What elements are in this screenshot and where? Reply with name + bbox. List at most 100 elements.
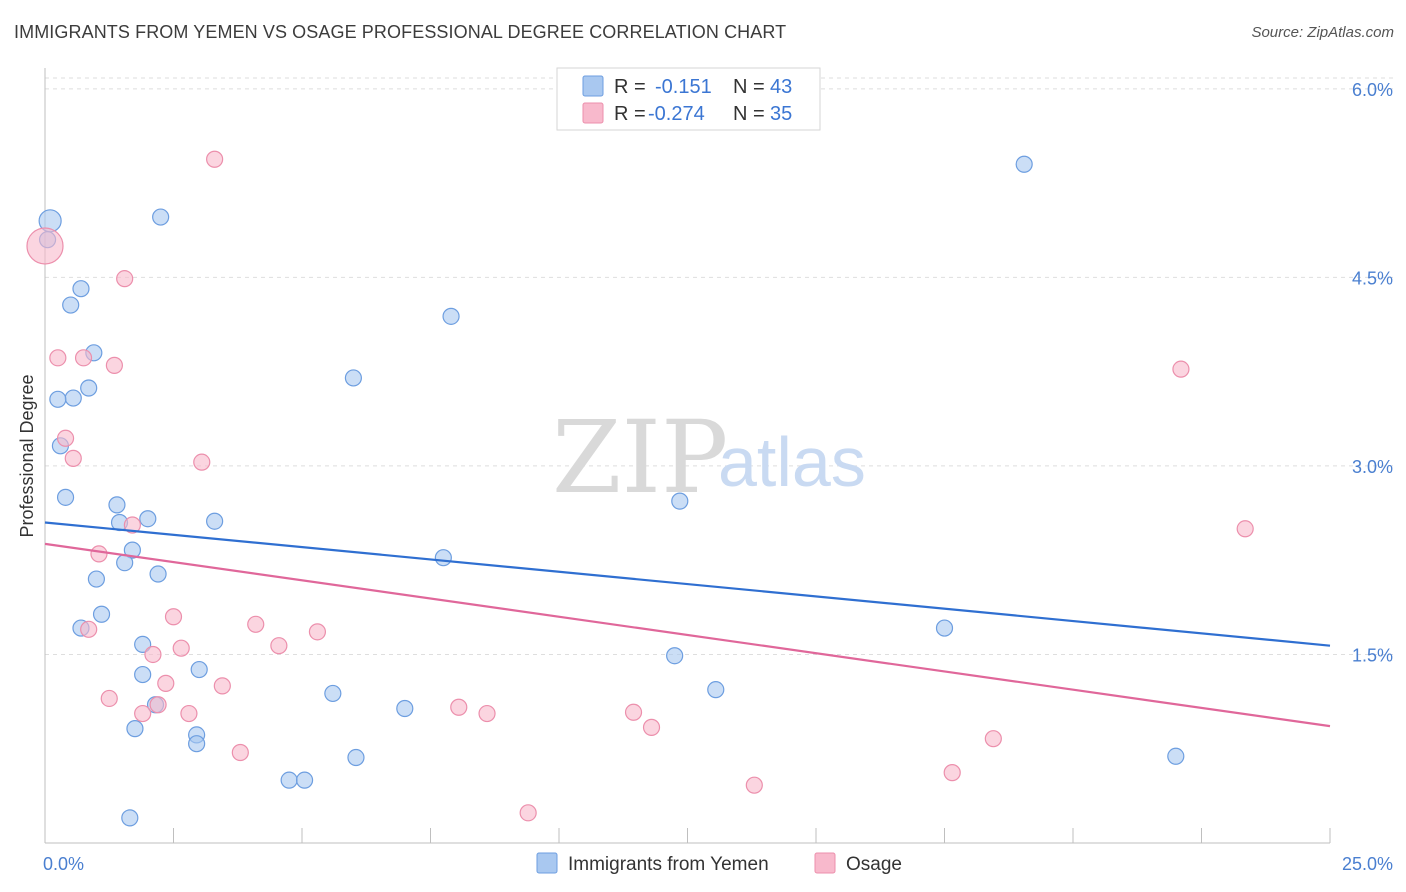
osage-point — [64, 449, 82, 467]
osage-point — [164, 608, 183, 626]
yemen-point — [92, 605, 111, 623]
yemen-point — [134, 665, 152, 684]
yemen-point — [72, 280, 90, 298]
yemen-point — [666, 647, 684, 665]
osage-point — [270, 637, 288, 655]
stats-r-value-yemen: -0.151 — [655, 76, 712, 98]
yemen-point — [64, 389, 82, 407]
osage-point — [984, 730, 1002, 748]
watermark-zip: ZIP — [552, 399, 728, 516]
osage-point — [745, 776, 763, 794]
yemen-point — [295, 771, 314, 789]
osage-point — [172, 639, 190, 657]
osage-point — [157, 674, 175, 692]
yemen-point — [190, 660, 208, 679]
osage-point — [642, 718, 661, 736]
osage-point — [49, 349, 67, 367]
osage-point — [450, 698, 468, 716]
y-axis-label: Professional Degree — [17, 374, 37, 537]
osage-point — [1236, 520, 1254, 538]
yemen-point — [347, 748, 365, 767]
yemen-point — [152, 208, 170, 226]
osage-point — [231, 743, 249, 762]
osage-point — [134, 704, 152, 723]
yemen-trend-line — [44, 521, 1331, 647]
yemen-point — [671, 492, 689, 510]
osage-point — [1172, 360, 1190, 378]
yemen-point — [56, 488, 75, 506]
yemen-point — [123, 541, 141, 559]
x-tick-label: 0.0% — [43, 854, 84, 874]
yemen-point — [280, 771, 298, 789]
osage-point — [144, 645, 162, 664]
x-tick-label: 25.0% — [1342, 854, 1393, 874]
stats-n-label-osage: N = — [733, 103, 765, 125]
y-tick-label: 4.5% — [1352, 268, 1393, 288]
y-tick-label: 1.5% — [1352, 645, 1393, 665]
yemen-point — [442, 307, 460, 325]
yemen-point — [206, 512, 224, 530]
osage-point — [80, 620, 98, 638]
legend-swatch-osage — [814, 852, 836, 874]
stats-n-value-yemen: 43 — [770, 76, 792, 98]
osage-point — [624, 703, 643, 721]
osage-point — [206, 150, 224, 168]
stats-r-label-yemen: R = — [614, 76, 646, 98]
osage-point — [100, 689, 118, 708]
yemen-point — [188, 735, 206, 753]
points-layer — [26, 150, 1254, 827]
osage-point — [123, 516, 141, 534]
stats-n-label-yemen: N = — [733, 76, 765, 98]
stats-r-label-osage: R = — [614, 103, 646, 125]
chart-source: Source: ZipAtlas.com — [1251, 24, 1394, 41]
osage-point — [213, 677, 231, 695]
yemen-point — [1167, 747, 1185, 765]
osage-point — [149, 696, 167, 714]
osage-point — [56, 429, 75, 447]
y-tick-label: 3.0% — [1352, 457, 1393, 477]
watermark-atlas: atlas — [718, 423, 866, 501]
yemen-point — [149, 565, 167, 583]
osage-point — [105, 356, 123, 374]
watermark: ZIP atlas — [552, 399, 866, 516]
yemen-point — [108, 496, 126, 514]
osage-point — [26, 227, 64, 265]
yemen-point — [121, 809, 139, 827]
yemen-point — [62, 296, 80, 314]
osage-point — [519, 804, 537, 822]
trend-layer — [44, 521, 1331, 728]
yemen-point — [126, 720, 144, 738]
yemen-point — [344, 369, 362, 387]
osage-point — [247, 615, 265, 633]
y-tick-label: 6.0% — [1352, 80, 1393, 100]
osage-point — [308, 623, 327, 641]
legend-label-osage: Osage — [846, 854, 902, 875]
axes-layer: 1.5% 3.0% 4.5% 6.0% 0.0% 25.0% — [43, 68, 1393, 874]
osage-point — [74, 349, 93, 367]
series-legend: Immigrants from Yemen Osage — [536, 852, 902, 875]
chart-title: IMMIGRANTS FROM YEMEN VS OSAGE PROFESSIO… — [14, 22, 787, 42]
stats-r-value-osage: -0.274 — [648, 103, 705, 125]
legend-swatch-yemen — [536, 852, 558, 874]
yemen-point — [434, 549, 452, 567]
stats-legend: R = -0.151 N = 43 R = -0.274 N = 35 — [556, 67, 821, 131]
osage-point — [478, 704, 496, 723]
yemen-point — [324, 684, 342, 703]
osage-point — [180, 704, 198, 723]
yemen-point — [80, 379, 98, 397]
yemen-point — [139, 510, 157, 528]
legend-label-yemen: Immigrants from Yemen — [568, 854, 769, 875]
stats-legend-swatch-osage — [582, 102, 604, 124]
stats-n-value-osage: 35 — [770, 103, 792, 125]
yemen-point — [87, 570, 106, 588]
osage-point — [193, 453, 211, 471]
osage-point — [943, 764, 961, 782]
yemen-point — [134, 635, 152, 654]
osage-point — [90, 545, 108, 563]
yemen-point — [1015, 155, 1033, 173]
yemen-point — [935, 619, 954, 637]
osage-trend-line — [44, 542, 1331, 728]
osage-point — [116, 270, 134, 288]
grid-layer — [45, 77, 1395, 655]
